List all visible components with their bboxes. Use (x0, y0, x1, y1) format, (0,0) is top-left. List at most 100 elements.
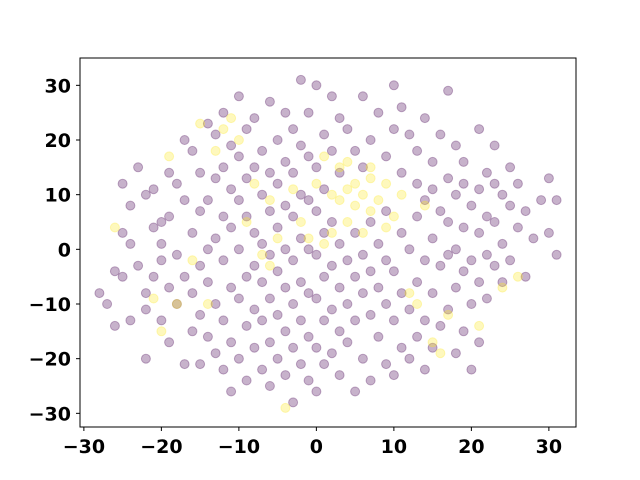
scatter-point-0 (303, 331, 314, 342)
scatter-point-0 (164, 282, 175, 293)
scatter-point-0 (117, 271, 128, 282)
scatter-point-0 (295, 74, 306, 85)
x-tick-label: 30 (536, 436, 562, 458)
scatter-point-0 (303, 375, 314, 386)
scatter-point-0 (357, 162, 368, 173)
scatter-point-0 (140, 304, 151, 315)
scatter-point-1 (218, 124, 229, 135)
scatter-point-0 (264, 206, 275, 217)
scatter-point-0 (319, 227, 330, 238)
scatter-point-0 (365, 217, 376, 227)
scatter-point-1 (241, 217, 252, 227)
x-tick-label: 0 (310, 436, 323, 458)
scatter-point-0 (195, 167, 206, 178)
scatter-point-1 (264, 260, 275, 271)
scatter-point-0 (381, 359, 392, 370)
scatter-point-0 (466, 255, 477, 266)
scatter-point-1 (226, 113, 237, 124)
scatter-point-0 (257, 238, 268, 249)
scatter-point-0 (210, 233, 221, 244)
scatter-point-0 (125, 315, 136, 326)
scatter-point-1 (373, 195, 384, 206)
scatter-point-1 (342, 217, 353, 227)
scatter-point-1 (365, 173, 376, 184)
scatter-point-0 (210, 348, 221, 359)
scatter-point-1 (195, 118, 206, 129)
scatter-point-0 (350, 271, 361, 282)
scatter-point-0 (179, 271, 190, 282)
scatter-point-0 (326, 304, 337, 315)
scatter-point-0 (443, 173, 454, 184)
scatter-point-0 (288, 397, 299, 408)
scatter-point-0 (133, 260, 144, 271)
scatter-point-1 (365, 162, 376, 173)
scatter-point-0 (148, 222, 159, 233)
scatter-point-0 (319, 359, 330, 370)
scatter-point-0 (334, 282, 345, 293)
scatter-point-0 (303, 195, 314, 206)
scatter-point-0 (226, 386, 237, 397)
scatter-point-0 (295, 189, 306, 200)
scatter-point-0 (319, 184, 330, 195)
scatter-point-0 (334, 238, 345, 249)
scatter-point-0 (288, 211, 299, 222)
scatter-point-0 (505, 162, 516, 173)
scatter-point-0 (202, 195, 213, 206)
scatter-point-0 (102, 299, 113, 309)
scatter-point-0 (342, 124, 353, 135)
scatter-point-0 (280, 244, 291, 255)
scatter-point-1 (388, 211, 399, 222)
scatter-point-0 (350, 227, 361, 238)
scatter-point-0 (288, 255, 299, 266)
scatter-point-1 (334, 162, 345, 173)
scatter-point-0 (179, 135, 190, 145)
scatter-point-0 (481, 211, 492, 222)
scatter-point-0 (195, 309, 206, 320)
scatter-point-0 (280, 107, 291, 118)
x-tick-label: −10 (218, 436, 260, 458)
scatter-point-0 (404, 244, 415, 255)
scatter-point-0 (450, 282, 461, 293)
scatter-point-1 (264, 195, 275, 206)
scatter-point-0 (233, 353, 244, 364)
scatter-point-1 (272, 233, 283, 244)
scatter-point-0 (474, 184, 485, 195)
scatter-point-1 (164, 151, 175, 162)
scatter-point-1 (156, 326, 167, 337)
y-axis-ticks: −30 −20 −10 0 10 20 30 (29, 75, 80, 425)
scatter-point-1 (357, 227, 368, 238)
scatter-point-0 (233, 244, 244, 255)
scatter-point-0 (388, 80, 399, 91)
scatter-point-0 (257, 145, 268, 156)
scatter-point-0 (326, 260, 337, 271)
y-tick-label: 0 (58, 239, 71, 261)
scatter-point-0 (156, 238, 167, 249)
scatter-point-0 (404, 353, 415, 364)
scatter-point-1 (295, 217, 306, 227)
scatter-point-0 (148, 184, 159, 195)
scatter-point-0 (257, 277, 268, 288)
scatter-point-0 (264, 293, 275, 304)
scatter-point-0 (412, 178, 423, 189)
scatter-point-0 (373, 282, 384, 293)
scatter-point-0 (280, 200, 291, 211)
scatter-point-0 (179, 359, 190, 370)
scatter-point-1 (435, 348, 446, 359)
scatter-point-0 (171, 178, 182, 189)
scatter-point-0 (458, 266, 469, 277)
scatter-point-1 (350, 200, 361, 211)
scatter-point-0 (264, 249, 275, 260)
scatter-point-0 (450, 348, 461, 359)
x-tick-label: −20 (140, 436, 182, 458)
scatter-point-0 (412, 145, 423, 156)
scatter-point-1 (443, 309, 454, 320)
scatter-point-0 (396, 288, 407, 299)
scatter-point-0 (497, 238, 508, 249)
scatter-point-0 (303, 151, 314, 162)
scatter-point-0 (489, 140, 500, 151)
scatter-point-0 (241, 211, 252, 222)
scatter-point-0 (481, 249, 492, 260)
scatter-point-1 (512, 271, 523, 282)
scatter-point-0 (241, 124, 252, 135)
scatter-point-0 (350, 315, 361, 326)
